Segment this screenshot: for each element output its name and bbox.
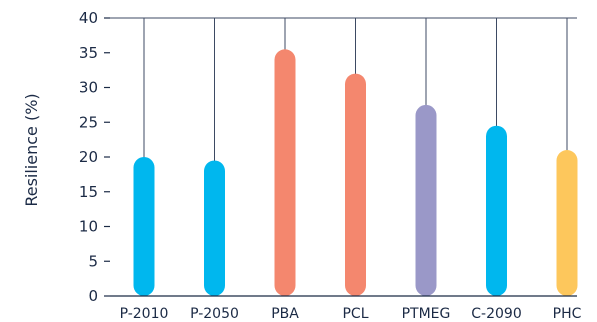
bar-phc xyxy=(556,150,578,296)
x-tick-label: PCL xyxy=(342,306,368,322)
y-tick-label: 30 xyxy=(79,79,98,97)
bar-pba xyxy=(274,49,296,297)
x-tick-label: P-2010 xyxy=(120,306,169,322)
x-tick-label: C-2090 xyxy=(471,306,521,322)
y-tick-label: 35 xyxy=(79,44,98,62)
y-tick-label: 20 xyxy=(79,148,98,166)
bar-ptmeg xyxy=(415,104,437,296)
y-tick-label: 0 xyxy=(88,287,98,305)
y-axis-title: Resilience (%) xyxy=(22,93,41,206)
bar-pcl xyxy=(345,73,366,296)
x-tick-label: P-2050 xyxy=(190,306,239,322)
y-tick-label: 5 xyxy=(88,252,98,270)
bars-group xyxy=(133,49,578,297)
y-tick-label: 10 xyxy=(79,218,98,236)
y-tick-label: 25 xyxy=(79,113,98,131)
bar-c-2090 xyxy=(486,125,507,296)
x-tick-label: PBA xyxy=(271,306,299,322)
y-tick-labels: 0 5 10 15 20 25 30 35 40 xyxy=(79,9,110,305)
bar-p-2050 xyxy=(204,160,225,296)
y-tick-label: 40 xyxy=(79,9,98,27)
x-tick-label: PTMEG xyxy=(402,306,451,322)
x-tick-labels: P-2010 P-2050 PBA PCL PTMEG C-2090 PHC xyxy=(120,306,582,322)
y-tick-label: 15 xyxy=(79,183,98,201)
x-tick-label: PHC xyxy=(553,306,582,322)
bar-p-2010 xyxy=(133,157,155,296)
